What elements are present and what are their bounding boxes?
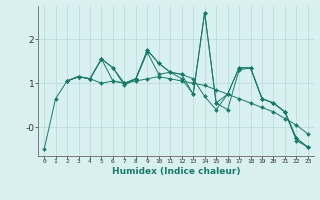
X-axis label: Humidex (Indice chaleur): Humidex (Indice chaleur) [112,167,240,176]
